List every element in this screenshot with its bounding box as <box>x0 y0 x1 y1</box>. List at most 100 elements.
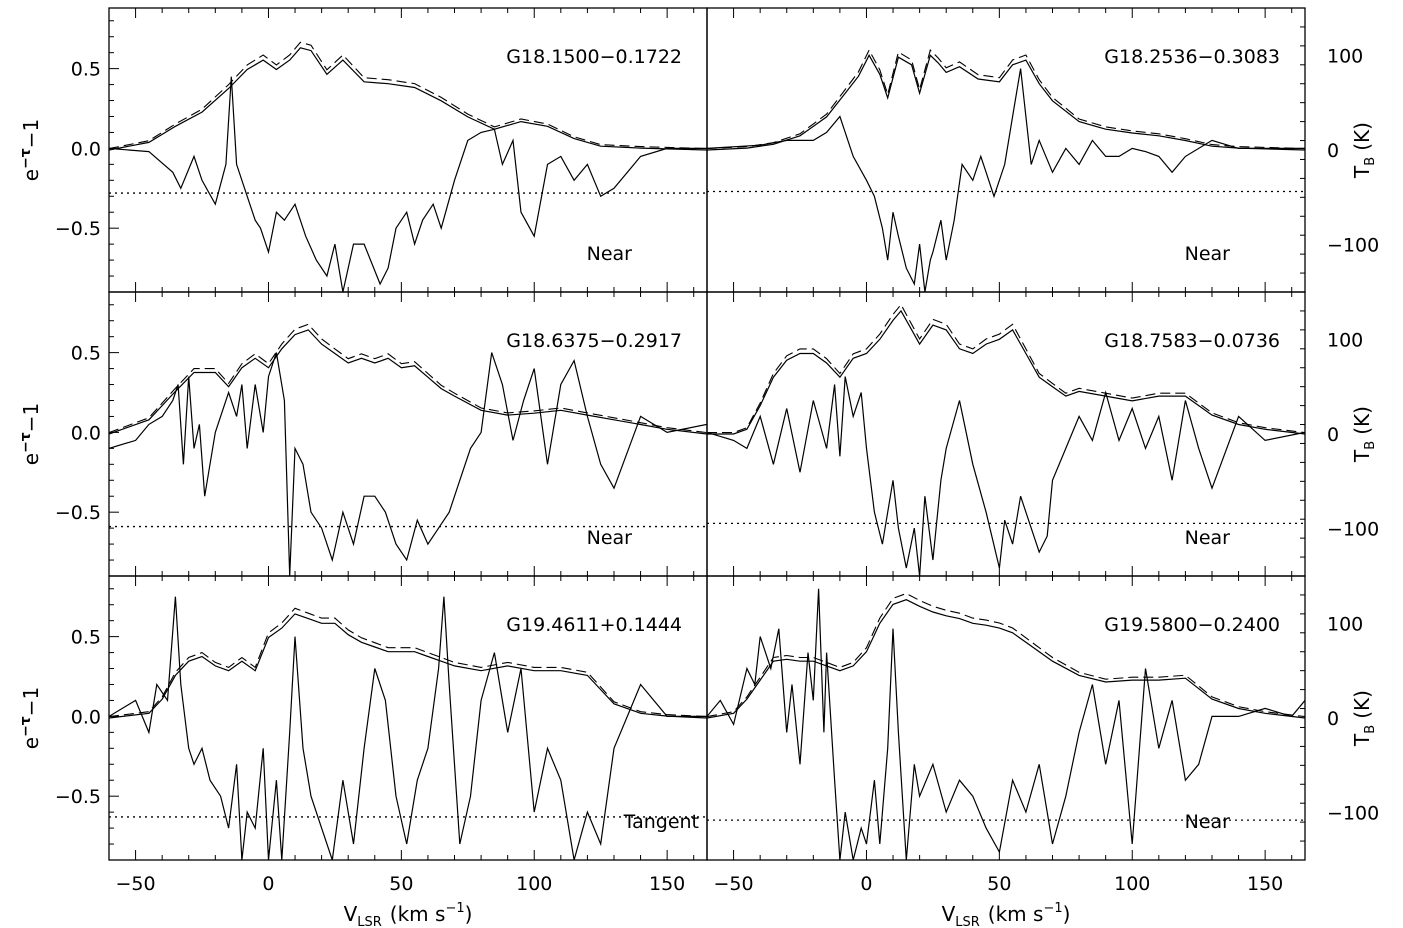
x-tick-label: 50 <box>389 873 413 895</box>
x-tick-label: 150 <box>1247 873 1283 895</box>
panel-1: −0.5 0.0 0.5 G18.1500−0.1722 Near <box>55 7 708 293</box>
panel-note: Tangent <box>623 811 699 833</box>
absorption-line <box>707 376 1305 576</box>
y-tick-label-right: −100 <box>1327 519 1379 541</box>
y-tick-label-left: −0.5 <box>55 786 101 808</box>
y-axis-title-right-unit: (K) <box>1350 406 1374 435</box>
y-tick-label-right: 100 <box>1327 613 1363 635</box>
plot-area <box>109 596 707 860</box>
x-tick-label: 100 <box>1114 873 1150 895</box>
panel-title: G19.4611+0.1444 <box>506 614 682 636</box>
x-axis-title: VLSR (km s−1) <box>942 901 1071 928</box>
panel-title: G18.6375−0.2917 <box>506 330 682 352</box>
y-tick-label-left: 0.5 <box>71 343 101 365</box>
absorption-line <box>707 68 1305 292</box>
plot-area <box>109 323 707 576</box>
emission-line <box>707 309 1305 435</box>
x-axis-title-exp: −1 <box>1043 901 1062 916</box>
x-tick-label: 0 <box>262 873 274 895</box>
x-axis-title: VLSR (km s−1) <box>344 901 473 928</box>
panel-note: Near <box>1185 811 1231 833</box>
emission-dashed-line <box>707 592 1305 718</box>
plot-area <box>109 41 707 292</box>
absorption-line <box>707 588 1305 860</box>
x-tick-label: 150 <box>649 873 685 895</box>
x-axis-title-sub: LSR <box>357 915 382 928</box>
x-axis-title-base: V <box>344 902 358 926</box>
absorption-line <box>109 596 707 860</box>
y-tick-label-right: 100 <box>1327 329 1363 351</box>
y-tick-label-right: 0 <box>1327 708 1339 730</box>
x-tick-label: 50 <box>987 873 1011 895</box>
y-axis-title-left: e−τ−1 <box>18 687 43 749</box>
x-axis-title-close: ) <box>1063 902 1071 926</box>
plot-area <box>707 303 1305 576</box>
y-axis-title-left-tail: −1 <box>19 119 43 148</box>
x-axis-title-sub: LSR <box>955 915 980 928</box>
emission-line <box>109 47 707 151</box>
x-axis-title-base: V <box>942 902 956 926</box>
y-axis-title-left-base: e <box>19 737 43 749</box>
y-axis-title-left-tail: −1 <box>19 403 43 432</box>
panel-note: Near <box>1185 243 1231 265</box>
y-axis-title-right: TB (K) <box>1350 406 1378 463</box>
absorption-line <box>109 352 707 576</box>
y-tick-label-left: 0.0 <box>71 138 101 160</box>
y-axis-title-right-base: T <box>1350 165 1374 179</box>
y-axis-title-left-base: e <box>19 453 43 465</box>
y-tick-label-right: 100 <box>1327 45 1363 67</box>
panel-note: Near <box>587 527 633 549</box>
y-tick-label-left: 0.0 <box>71 706 101 728</box>
y-axis-title-right: TB (K) <box>1350 122 1378 179</box>
panel-title: G18.2536−0.3083 <box>1104 46 1280 68</box>
panel-title: G18.1500−0.1722 <box>506 46 682 68</box>
emission-dashed-line <box>707 303 1305 434</box>
y-axis-title-right-unit: (K) <box>1350 122 1374 151</box>
panel-2: −100 0 100 G18.2536−0.3083 Near <box>706 7 1379 293</box>
panel-6: −100 0 100 G19.5800−0.2400 Near −50 0 50 100 150 <box>706 575 1379 895</box>
y-axis-title-right-sub: B <box>1363 157 1378 166</box>
plot-area <box>707 48 1305 292</box>
panel-5: −0.5 0.0 0.5 G19.4611+0.1444 Tangent −50 0 50 10… <box>55 575 708 895</box>
panels-group: −0.5 0.0 0.5 G18.1500−0.1722 Near −100 0 100 G18… <box>55 7 1379 895</box>
emission-dashed-line <box>109 607 707 718</box>
emission-dashed-line <box>707 48 1305 150</box>
y-tick-label-right: −100 <box>1327 235 1379 257</box>
plot-area <box>707 588 1305 860</box>
panel-note: Near <box>587 243 633 265</box>
y-axis-title-right-base: T <box>1350 449 1374 463</box>
panel-title: G19.5800−0.2400 <box>1104 614 1280 636</box>
emission-dashed-line <box>109 41 707 150</box>
x-tick-label: 0 <box>860 873 872 895</box>
x-axis-title-unit: (km s <box>390 902 446 926</box>
y-tick-label-left: −0.5 <box>55 218 101 240</box>
y-tick-label-right: 0 <box>1327 424 1339 446</box>
y-tick-label-left: 0.5 <box>71 627 101 649</box>
y-axis-title-right-base: T <box>1350 733 1374 747</box>
panel-note: Near <box>1185 527 1231 549</box>
y-axis-title-left-exp: −τ <box>18 716 34 737</box>
y-axis-title-left-exp: −τ <box>18 432 34 453</box>
x-tick-label: 100 <box>516 873 552 895</box>
x-axis-title-exp: −1 <box>445 901 464 916</box>
y-axis-title-right: TB (K) <box>1350 690 1378 747</box>
panel-title: G18.7583−0.0736 <box>1104 330 1280 352</box>
x-tick-label: −50 <box>714 873 754 895</box>
y-axis-title-right-unit: (K) <box>1350 690 1374 719</box>
y-axis-title-right-sub: B <box>1363 725 1378 734</box>
emission-line <box>109 613 707 719</box>
panel-3: −0.5 0.0 0.5 G18.6375−0.2917 Near <box>55 291 708 577</box>
emission-line <box>707 599 1305 719</box>
y-tick-label-right: 0 <box>1327 140 1339 162</box>
x-axis-title-close: ) <box>465 902 473 926</box>
y-tick-label-left: 0.0 <box>71 422 101 444</box>
y-tick-label-left: 0.5 <box>71 59 101 81</box>
x-tick-label: −50 <box>116 873 156 895</box>
y-axis-title-left-base: e <box>19 169 43 181</box>
panel-4: −100 0 100 G18.7583−0.0736 Near <box>706 291 1379 577</box>
y-axis-title-left: e−τ−1 <box>18 403 43 465</box>
y-axis-title-left-exp: −τ <box>18 148 34 169</box>
absorption-line <box>109 76 707 292</box>
